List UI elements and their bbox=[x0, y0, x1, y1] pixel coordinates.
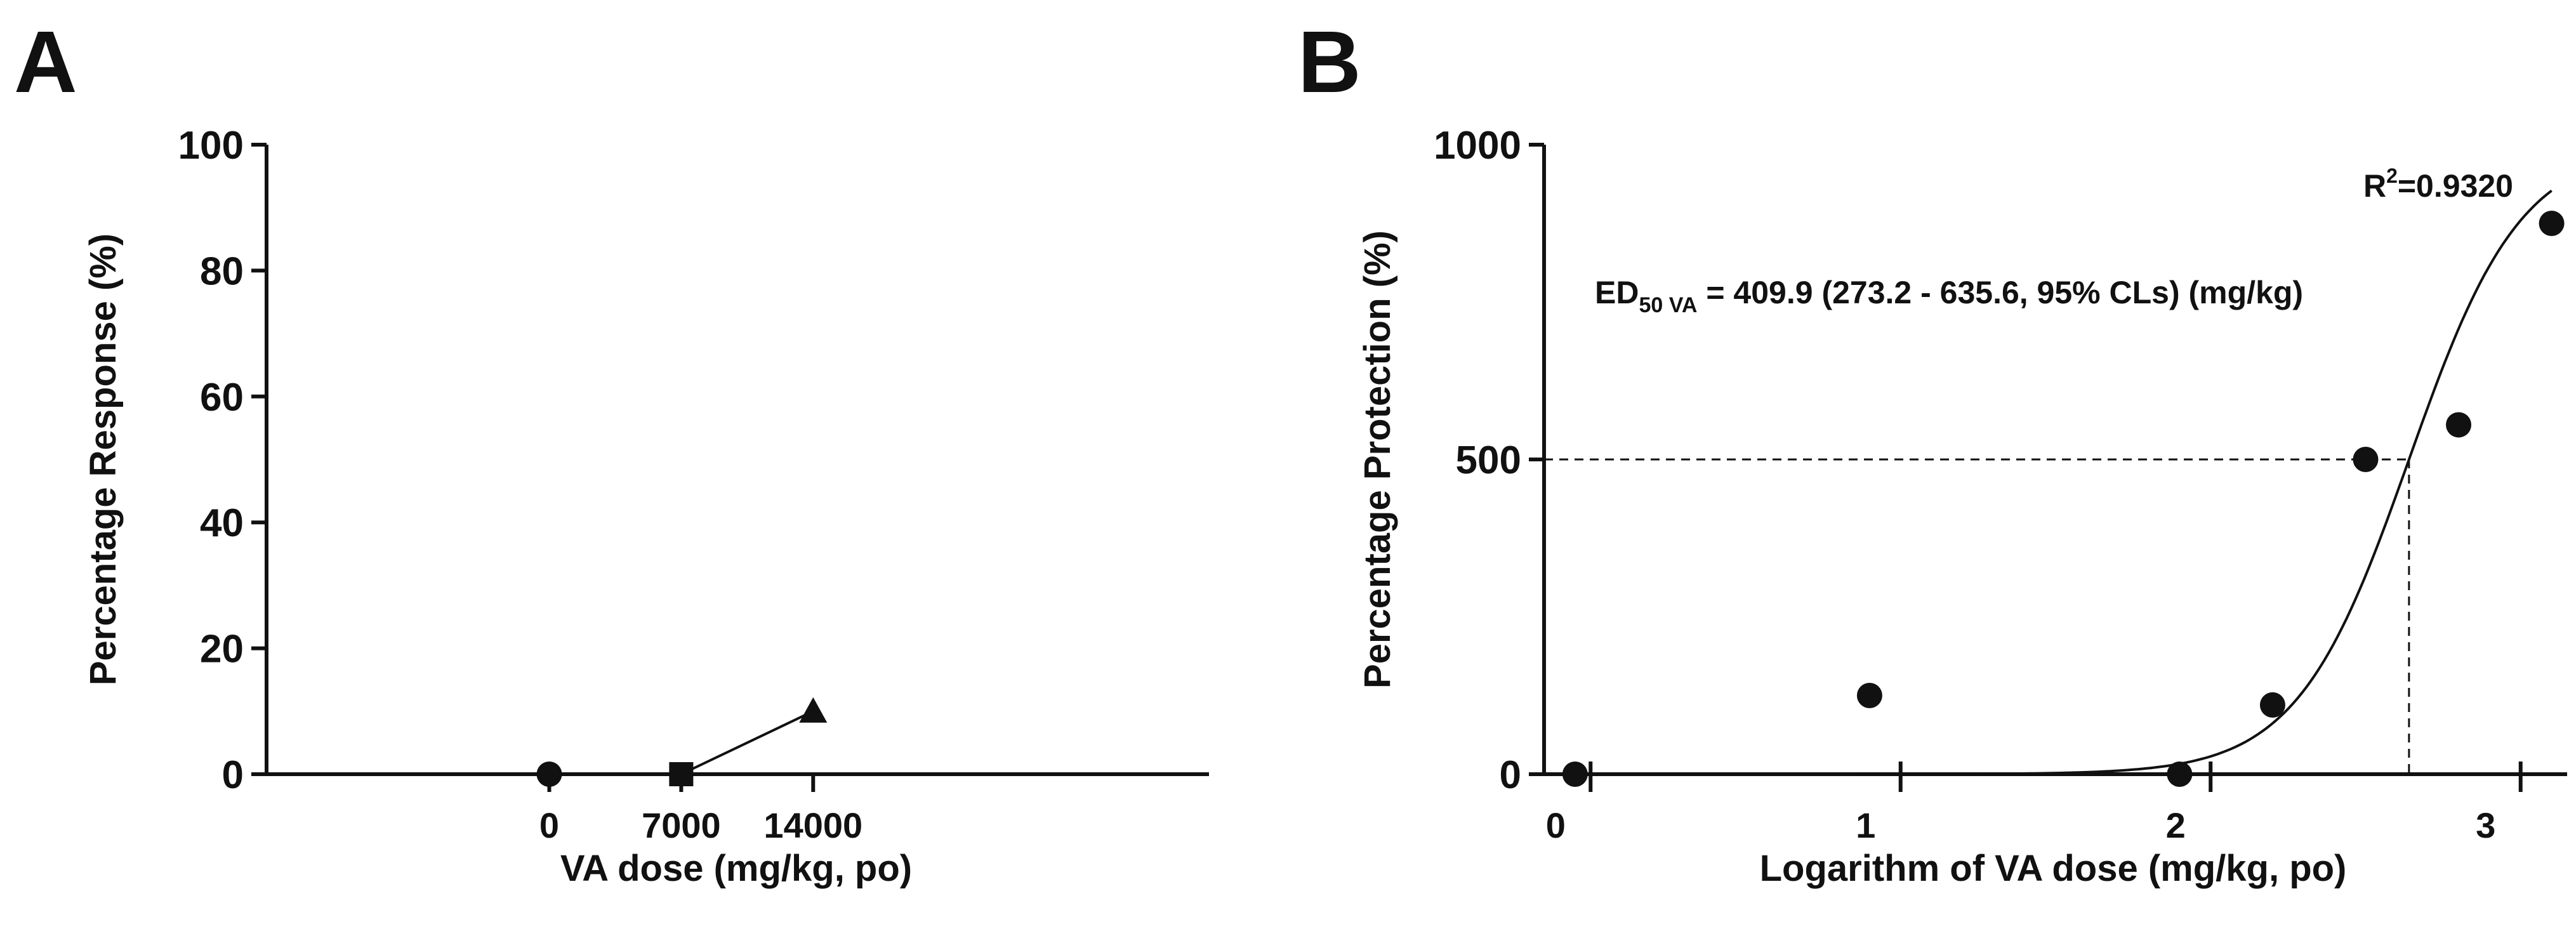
chart-a-series-line bbox=[680, 709, 814, 775]
chart-b-x-tick-label: 2 bbox=[2166, 805, 2186, 845]
chart-a-y-tick-label: 0 bbox=[222, 753, 244, 797]
chart-a-y-label: Percentage Response (%) bbox=[83, 234, 124, 685]
chart-b-y-tick-label: 500 bbox=[1456, 439, 1521, 482]
chart-b-x-tick-label: 0 bbox=[1546, 805, 1566, 845]
chart-b: 0 500 1000 0 1 2 3 R2=0.9320 ED50 VA = 409.9 … bbox=[1357, 124, 2567, 889]
chart-b-point bbox=[2539, 211, 2565, 236]
chart-b-x-label: Logarithm of VA dose (mg/kg, po) bbox=[1760, 848, 2347, 889]
chart-a-point bbox=[669, 762, 694, 786]
chart-b-point bbox=[2353, 447, 2379, 472]
chart-b-point bbox=[2259, 692, 2285, 718]
panel-label-a: A bbox=[14, 13, 77, 111]
chart-a-x-tick-label: 7000 bbox=[642, 805, 721, 845]
chart-b-point bbox=[1562, 762, 1588, 787]
chart-a-x-tick-label: 14000 bbox=[763, 805, 862, 845]
chart-b-y-tick-label: 1000 bbox=[1434, 124, 1521, 168]
chart-b-ed50-annotation: ED50 VA = 409.9 (273.2 - 635.6, 95% CLs)… bbox=[1595, 275, 2303, 317]
chart-b-r2-annotation: R2=0.9320 bbox=[2363, 164, 2513, 204]
chart-b-point bbox=[1856, 683, 1882, 708]
chart-a: 0 20 40 60 80 100 0 7000 14000 VA dose (mg/kg, … bbox=[83, 124, 1209, 889]
chart-b-y-label: Percentage Protection (%) bbox=[1357, 230, 1398, 689]
chart-b-fit-curve bbox=[1839, 189, 2553, 775]
chart-b-x-tick-label: 3 bbox=[2476, 805, 2495, 845]
chart-a-x-label: VA dose (mg/kg, po) bbox=[560, 848, 912, 889]
chart-a-y-tick-label: 60 bbox=[200, 376, 244, 419]
chart-a-y-tick-label: 80 bbox=[200, 249, 244, 293]
chart-a-y-tick-label: 100 bbox=[178, 124, 244, 168]
chart-a-point bbox=[799, 697, 828, 723]
panel-label-b: B bbox=[1298, 13, 1361, 111]
chart-a-point bbox=[536, 762, 562, 787]
chart-b-x-tick-label: 1 bbox=[1856, 805, 1875, 845]
chart-a-y-tick-label: 40 bbox=[200, 501, 244, 545]
chart-b-point bbox=[2167, 762, 2193, 787]
chart-a-x-tick-label: 0 bbox=[539, 805, 559, 845]
chart-b-y-tick-label: 0 bbox=[1500, 753, 1521, 797]
chart-a-y-tick-label: 20 bbox=[200, 628, 244, 671]
chart-b-point bbox=[2446, 412, 2472, 438]
